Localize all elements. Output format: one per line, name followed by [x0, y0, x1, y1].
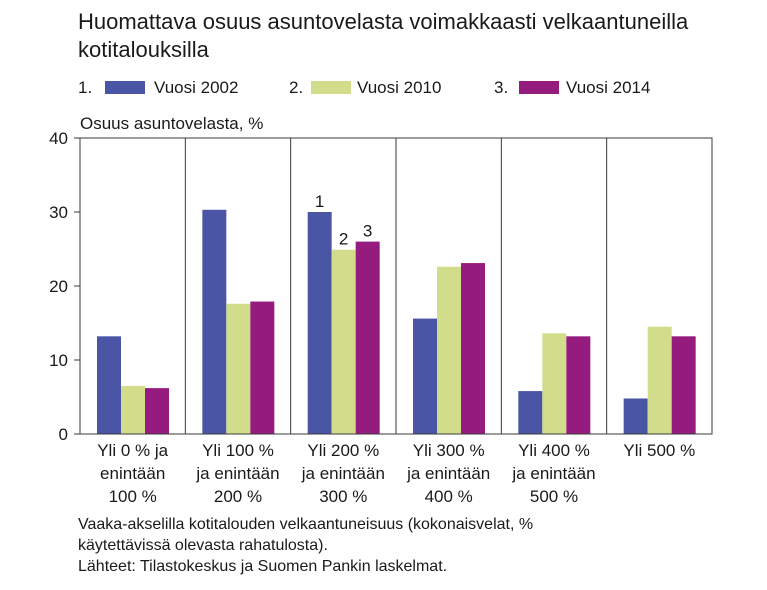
bar	[250, 301, 275, 434]
footer-line: Vaaka-akselilla kotitalouden velkaantune…	[78, 516, 534, 533]
bar	[413, 318, 437, 434]
legend-label: Vuosi 2014	[566, 78, 651, 97]
x-tick-label: Yli 0 % ja	[97, 441, 168, 460]
legend-swatch	[519, 81, 559, 94]
bar	[647, 326, 672, 434]
legend-swatch	[311, 81, 351, 94]
footer-line: käytettävissä olevasta rahatulosta).	[78, 537, 328, 554]
x-tick-label: 400 %	[425, 487, 473, 506]
bar	[437, 266, 461, 434]
x-tick-label: ja enintään	[195, 464, 279, 483]
bar	[226, 303, 251, 434]
legend-swatch	[105, 81, 145, 94]
legend-number: 1.	[78, 78, 93, 97]
bar	[671, 336, 696, 434]
bar	[542, 333, 567, 434]
x-tick-label: Yli 100 %	[202, 441, 274, 460]
legend-number: 2.	[289, 78, 304, 97]
x-tick-label: enintään	[100, 464, 165, 483]
legend-label: Vuosi 2010	[357, 78, 442, 97]
bar	[518, 391, 543, 434]
x-tick-label: ja enintään	[406, 464, 490, 483]
bar	[623, 398, 648, 434]
footer-line: Lähteet: Tilastokeskus ja Suomen Pankin …	[78, 558, 448, 575]
chart-title: Huomattava osuus asuntovelasta voimakkaa…	[78, 9, 689, 62]
bar	[355, 241, 380, 434]
bar	[145, 388, 169, 434]
y-tick-label: 20	[49, 277, 68, 296]
bar	[97, 336, 121, 434]
x-tick-label: ja enintään	[511, 464, 595, 483]
bar	[202, 209, 227, 434]
x-tick-label: ja enintään	[301, 464, 385, 483]
bar	[566, 336, 591, 434]
x-tick-label: 300 %	[319, 487, 367, 506]
bar	[307, 212, 332, 434]
bar-annotation: 3	[363, 222, 372, 241]
x-tick-label: 100 %	[109, 487, 157, 506]
y-tick-label: 0	[59, 425, 68, 444]
x-tick-label: Yli 400 %	[518, 441, 590, 460]
y-axis-label: Osuus asuntovelasta, %	[80, 114, 264, 133]
y-tick-label: 10	[49, 351, 68, 370]
bar-annotation: 2	[339, 230, 348, 249]
x-tick-label: Yli 200 %	[307, 441, 379, 460]
bar	[331, 249, 356, 434]
x-tick-label: 200 %	[214, 487, 262, 506]
bar	[461, 263, 485, 434]
x-tick-label: 500 %	[530, 487, 578, 506]
x-tick-label: Yli 300 %	[413, 441, 485, 460]
x-tick-label: Yli 500 %	[623, 441, 695, 460]
legend-number: 3.	[494, 78, 509, 97]
y-tick-label: 40	[49, 129, 68, 148]
footer-note: Vaaka-akselilla kotitalouden velkaantune…	[78, 514, 533, 577]
y-tick-label: 30	[49, 203, 68, 222]
bar-annotation: 1	[315, 192, 324, 211]
legend-label: Vuosi 2002	[154, 78, 239, 97]
bar	[121, 385, 145, 434]
